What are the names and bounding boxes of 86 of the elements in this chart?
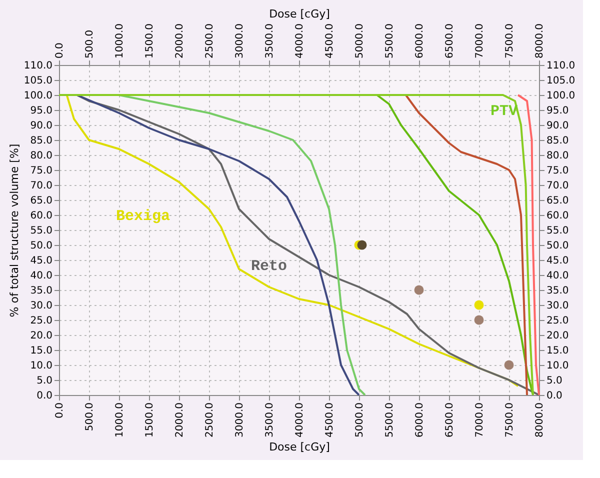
- x2-tick-label: 6500.0: [444, 24, 456, 58]
- y2-tick-label: 20.0: [546, 330, 569, 342]
- y-axis-title: % of total structure volume [%]: [8, 144, 21, 318]
- x-tick-label: 4500.0: [324, 402, 336, 438]
- y-tick-label: 30.0: [30, 300, 52, 312]
- x2-tick-label: 1000.0: [114, 24, 126, 58]
- y-tick-label: 55.0: [30, 226, 52, 236]
- annotation: Reto: [250, 258, 288, 275]
- x-tick-label: 0.0: [54, 402, 66, 418]
- x-tick-label: 1000.0: [114, 402, 126, 438]
- y2-tick-label: 40.0: [546, 270, 569, 282]
- x2-tick-label: 2500.0: [204, 24, 216, 58]
- y-tick-label: 35.0: [30, 286, 52, 296]
- x-tick-label: 5000.0: [354, 402, 366, 438]
- y-tick-label: 50.0: [30, 240, 52, 252]
- y2-tick-label: 55.0: [546, 226, 569, 236]
- x2-tick-label: 1500.0: [144, 24, 156, 58]
- y2-tick-label: 110.0: [546, 60, 576, 72]
- x-tick-label: 7500.0: [504, 402, 516, 438]
- x2-tick-label: 3500.0: [264, 24, 276, 58]
- x-tick-label: 6000.0: [414, 402, 426, 438]
- y2-tick-label: 105.0: [546, 76, 576, 86]
- y-tick-label: 40.0: [30, 270, 52, 282]
- y2-tick-label: 95.0: [546, 106, 569, 116]
- x-tick-label: 3000.0: [234, 402, 246, 438]
- x2-tick-label: 5000.0: [354, 24, 366, 58]
- y2-tick-label: 5.0: [546, 376, 562, 386]
- y2-tick-label: 80.0: [546, 150, 569, 162]
- y-tick-label: 85.0: [30, 136, 52, 146]
- y-tick-label: 0.0: [36, 390, 52, 402]
- y2-tick-label: 15.0: [546, 346, 569, 356]
- x2-tick-label: 5500.0: [384, 24, 396, 58]
- x-tick-label: 6500.0: [444, 402, 456, 438]
- x-tick-label: 7000.0: [474, 402, 486, 438]
- x2-tick-label: 8000.0: [534, 24, 546, 58]
- x-tick-label: 5500.0: [384, 402, 396, 438]
- y-tick-label: 70.0: [30, 180, 52, 192]
- x-tick-label: 3500.0: [264, 402, 276, 438]
- x-tick-label: 2500.0: [204, 402, 216, 438]
- y2-tick-label: 90.0: [546, 120, 569, 132]
- y2-tick-label: 75.0: [546, 166, 569, 176]
- y-tick-label: 5.0: [36, 376, 52, 386]
- y2-tick-label: 30.0: [546, 300, 569, 312]
- y-tick-label: 15.0: [30, 346, 52, 356]
- x2-tick-label: 500.0: [84, 30, 96, 58]
- x2-tick-label: 3000.0: [234, 24, 246, 58]
- y2-tick-label: 10.0: [546, 360, 569, 372]
- y-tick-label: 90.0: [30, 120, 52, 132]
- x-tick-label: 2000.0: [174, 402, 186, 438]
- x2-axis-title: Dose [cGy]: [269, 8, 330, 21]
- y2-tick-label: 65.0: [546, 196, 569, 206]
- x2-tick-label: 4000.0: [294, 24, 306, 58]
- x2-tick-label: 6000.0: [414, 24, 426, 58]
- y-tick-label: 110.0: [24, 60, 52, 72]
- y-tick-label: 95.0: [30, 106, 52, 116]
- y2-tick-label: 35.0: [546, 286, 569, 296]
- y-tick-label: 45.0: [30, 256, 52, 266]
- y2-tick-label: 45.0: [546, 256, 569, 266]
- y-tick-label: 60.0: [30, 210, 52, 222]
- x-tick-label: 500.0: [84, 402, 96, 432]
- y2-tick-label: 25.0: [546, 316, 569, 326]
- x-axis-title: Dose [cGy]: [269, 440, 330, 454]
- y-tick-label: 75.0: [30, 166, 52, 176]
- y-tick-label: 105.0: [24, 76, 52, 86]
- x-tick-label: 1500.0: [144, 402, 156, 438]
- x-tick-label: 8000.0: [534, 402, 546, 438]
- y-tick-label: 25.0: [30, 316, 52, 326]
- y-tick-label: 80.0: [30, 150, 52, 162]
- y2-tick-label: 0.0: [546, 390, 562, 402]
- annotation: PTV: [490, 103, 518, 120]
- y-tick-label: 20.0: [30, 330, 52, 342]
- y-tick-label: 100.0: [24, 90, 52, 102]
- x2-tick-label: 0.0: [54, 42, 66, 58]
- x2-tick-label: 2000.0: [174, 24, 186, 58]
- y2-tick-label: 70.0: [546, 180, 569, 192]
- y2-tick-label: 60.0: [546, 210, 569, 222]
- y-tick-label: 10.0: [30, 360, 52, 372]
- y2-tick-label: 85.0: [546, 136, 569, 146]
- y-tick-label: 65.0: [30, 196, 52, 206]
- y2-tick-label: 50.0: [546, 240, 569, 252]
- x2-tick-label: 7000.0: [474, 24, 486, 58]
- x2-tick-label: 7500.0: [504, 24, 516, 58]
- x2-tick-label: 4500.0: [324, 24, 336, 58]
- annotation: Bexiga: [116, 208, 170, 225]
- x-tick-label: 4000.0: [294, 402, 306, 438]
- y2-tick-label: 100.0: [546, 90, 576, 102]
